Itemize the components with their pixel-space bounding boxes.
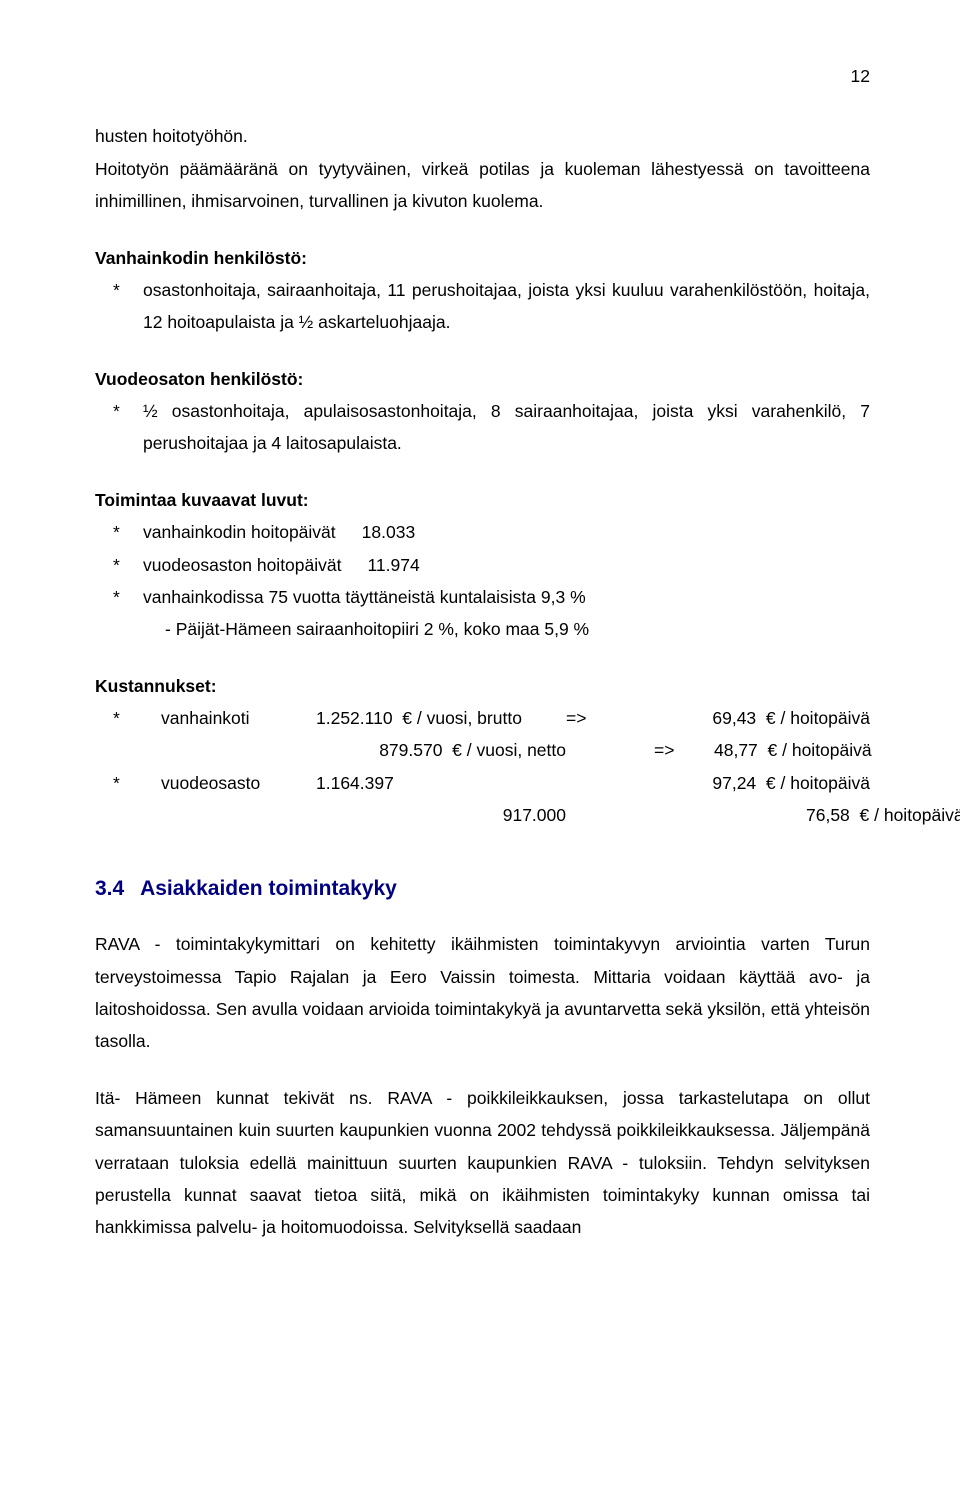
bullet-star — [95, 734, 161, 766]
stat-row: * vanhainkodin hoitopäivät 18.033 — [95, 516, 870, 548]
heading-vanhainkodin: Vanhainkodin henkilöstö: — [95, 242, 870, 274]
bullet-star: * — [95, 767, 161, 799]
heading-vuodeosaton: Vuodeosaton henkilöstö: — [95, 363, 870, 395]
page-number: 12 — [95, 60, 870, 92]
cost-amount: 1.164.397 — [316, 767, 566, 799]
cost-amount: 879.570 € / vuosi, netto — [316, 734, 654, 766]
bullet-star: * — [95, 274, 143, 306]
cost-name: vanhainkoti — [161, 702, 316, 734]
section-kustannukset: Kustannukset: * vanhainkoti 1.252.110 € … — [95, 670, 870, 832]
section-number: 3.4 — [95, 870, 135, 909]
cost-per-day: 48,77 € / hoitopäivä — [714, 734, 872, 766]
bullet-star: * — [95, 581, 143, 613]
stat-label: vanhainkodin hoitopäivät — [143, 516, 336, 548]
stat-value: 11.974 — [341, 549, 419, 581]
cost-amount: 917.000 — [316, 799, 746, 831]
section-toimintaa: Toimintaa kuvaavat luvut: * vanhainkodin… — [95, 484, 870, 646]
cost-arrow — [746, 799, 806, 831]
section-vanhainkodin: Vanhainkodin henkilöstö: * osastonhoitaj… — [95, 242, 870, 339]
cost-row: 917.000 76,58 € / hoitopäivä — [95, 799, 870, 831]
cost-arrow: => — [566, 702, 626, 734]
text-line: husten hoitotyöhön. — [95, 126, 248, 146]
cost-row: * vanhainkoti 1.252.110 € / vuosi, brutt… — [95, 702, 870, 734]
stat-text: vanhainkodissa 75 vuotta täyttäneistä ku… — [143, 581, 586, 613]
bullet-text: ½ osastonhoitaja, apulaisosastonhoitaja,… — [143, 395, 870, 460]
bullet-star — [95, 799, 161, 831]
stat-value: 18.033 — [336, 516, 416, 548]
bullet-item: * osastonhoitaja, sairaanhoitaja, 11 per… — [95, 274, 870, 339]
cost-name: vuodeosasto — [161, 767, 316, 799]
bullet-item: * ½ osastonhoitaja, apulaisosastonhoitaj… — [95, 395, 870, 460]
bullet-star: * — [95, 702, 161, 734]
stat-label: vuodeosaston hoitopäivät — [143, 549, 341, 581]
cost-name — [161, 799, 316, 831]
section-title: Asiakkaiden toimintakyky — [140, 877, 397, 900]
section-vuodeosaton: Vuodeosaton henkilöstö: * ½ osastonhoita… — [95, 363, 870, 460]
cost-row: 879.570 € / vuosi, netto => 48,77 € / ho… — [95, 734, 870, 766]
cost-row: * vuodeosasto 1.164.397 97,24 € / hoitop… — [95, 767, 870, 799]
bullet-text: osastonhoitaja, sairaanhoitaja, 11 perus… — [143, 274, 870, 339]
heading-kustannukset: Kustannukset: — [95, 670, 870, 702]
body-paragraph: Itä- Hämeen kunnat tekivät ns. RAVA - po… — [95, 1082, 870, 1244]
cost-per-day: 97,24 € / hoitopäivä — [626, 767, 870, 799]
stat-row: * vanhainkodissa 75 vuotta täyttäneistä … — [95, 581, 870, 613]
cost-per-day: 69,43 € / hoitopäivä — [626, 702, 870, 734]
stat-row: * vuodeosaston hoitopäivät 11.974 — [95, 549, 870, 581]
cost-per-day: 76,58 € / hoitopäivä — [806, 799, 960, 831]
cost-arrow — [566, 767, 626, 799]
bullet-star: * — [95, 516, 143, 548]
cost-name — [161, 734, 316, 766]
section-heading-3-4: 3.4 Asiakkaiden toimintakyky — [95, 870, 870, 909]
bullet-star: * — [95, 549, 143, 581]
cost-arrow: => — [654, 734, 714, 766]
cost-amount: 1.252.110 € / vuosi, brutto — [316, 702, 566, 734]
paragraph-intro: husten hoitotyöhön. Hoitotyön päämääränä… — [95, 120, 870, 217]
heading-toimintaa: Toimintaa kuvaavat luvut: — [95, 484, 870, 516]
text-line: Hoitotyön päämääränä on tyytyväinen, vir… — [95, 159, 870, 211]
bullet-star: * — [95, 395, 143, 427]
stat-sub: - Päijät-Hämeen sairaanhoitopiiri 2 %, k… — [95, 613, 870, 645]
document-page: 12 husten hoitotyöhön. Hoitotyön päämäär… — [0, 0, 960, 1304]
body-paragraph: RAVA - toimintakykymittari on kehitetty … — [95, 928, 870, 1058]
